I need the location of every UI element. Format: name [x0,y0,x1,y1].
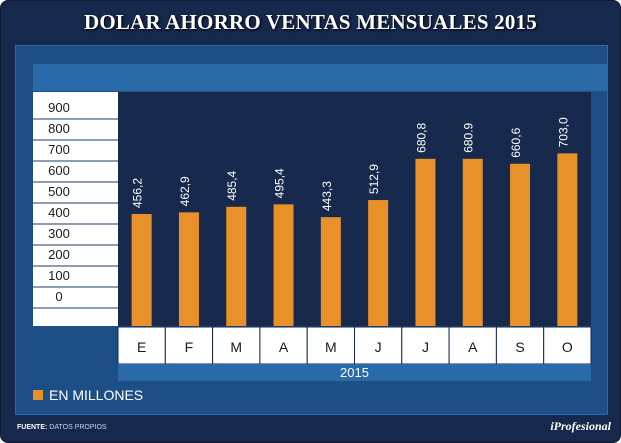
bar [368,200,389,326]
bar-value-label: 456,2 [131,178,145,208]
bar-value-label: 485,4 [225,170,239,200]
y-tick-label: 300 [48,226,70,241]
x-category-cell [164,326,214,365]
x-category-cell [117,326,166,365]
bar-value-label: 680.9 [462,122,476,152]
bar-value-label: 680,8 [414,122,428,152]
x-group-label: 2015 [340,365,369,380]
bar [273,204,294,326]
x-tick-label: A [279,339,289,355]
bar [462,158,483,326]
bar [415,158,436,326]
source-note: FUENTE: DATOS PROPIOS [17,424,107,431]
header-band [33,64,608,91]
legend: EN MILLONES [33,386,143,404]
source-label: FUENTE: [17,424,48,431]
bar-value-label: 512,9 [367,164,381,194]
bar [320,217,341,326]
bar-value-label: 462,9 [178,176,192,206]
source-text: DATOS PROPIOS [49,424,107,431]
y-tick-label: 900 [48,100,70,115]
y-tick-label: 700 [48,142,70,157]
x-category-cell [543,326,592,365]
y-tick-label: 600 [48,163,70,178]
y-tick-label: 800 [48,121,70,136]
x-tick-label: S [515,339,524,355]
x-tick-label: O [562,339,573,355]
bar [557,153,578,326]
y-tick-label: 0 [55,289,62,304]
x-category-cell [354,326,403,365]
bar-value-label: 703,0 [556,117,570,147]
bar [178,212,199,326]
x-category-cell [212,326,261,365]
y-axis-area [33,92,118,326]
bar-value-label: 443,3 [320,181,334,211]
y-tick-label: 500 [48,184,70,199]
y-tick-label: 200 [48,247,70,262]
x-tick-label: M [230,339,242,355]
x-tick-label: M [325,339,337,355]
bar [226,206,247,326]
x-category-cell [401,326,450,365]
legend-label: EN MILLONES [49,387,144,403]
bar [131,213,152,326]
bar-value-label: 660,6 [509,127,523,157]
bar [510,163,531,326]
legend-swatch [33,390,43,400]
bar-value-label: 495,4 [273,168,287,198]
y-tick-label: 100 [48,268,70,283]
x-tick-label: J [375,339,382,355]
x-tick-label: J [422,339,429,355]
x-group-band [118,364,591,381]
y-tick-label: 400 [48,205,70,220]
x-category-cell [495,326,545,365]
chart-title: DOLAR AHORRO VENTAS MENSUALES 2015 [84,10,537,34]
x-tick-label: E [137,339,146,355]
x-tick-label: F [185,339,194,355]
brand-logo: iProfesional [550,419,611,433]
x-tick-label: A [468,339,478,355]
x-category-cell [448,326,497,365]
x-category-cell [259,326,308,365]
